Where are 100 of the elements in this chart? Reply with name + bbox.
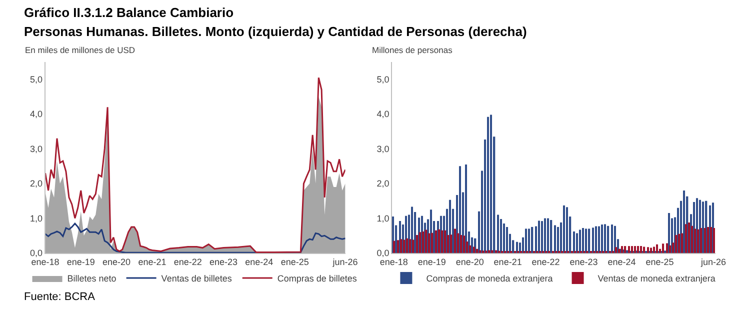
x-tick-label: ene-18 xyxy=(31,256,60,267)
bar xyxy=(621,246,624,253)
bar xyxy=(669,245,672,253)
x-tick-label: ene-24 xyxy=(245,256,274,267)
bar xyxy=(479,250,482,253)
x-tick-label: ene-22 xyxy=(532,256,560,267)
bar xyxy=(487,116,490,253)
bar xyxy=(393,240,396,253)
bar xyxy=(598,226,600,253)
legend-label: Ventas de billetes xyxy=(161,274,232,284)
bar xyxy=(656,244,658,253)
y-tick-label: 5,0 xyxy=(30,74,42,85)
x-tick-label: ene-22 xyxy=(174,256,202,267)
bar xyxy=(601,224,604,253)
bar xyxy=(637,246,640,253)
bar xyxy=(419,232,422,253)
bar xyxy=(704,228,706,253)
y-tick-label: 3,0 xyxy=(30,144,42,154)
bar xyxy=(490,114,492,253)
bar xyxy=(681,233,684,253)
bar xyxy=(412,240,414,253)
legend-label: Ventas de moneda extranjera xyxy=(598,274,716,284)
x-tick-label: ene-25 xyxy=(280,256,309,267)
bar xyxy=(528,228,530,253)
y-axis-title: En miles de millones de USD xyxy=(25,45,136,55)
chart-title: Gráfico II.3.1.2 Balance Cambiario xyxy=(24,5,234,20)
bar xyxy=(488,250,490,253)
bar xyxy=(544,218,546,253)
bar xyxy=(710,226,712,253)
y-tick-label: 2,0 xyxy=(30,178,42,189)
legend-label: Billetes neto xyxy=(67,274,116,284)
bar xyxy=(707,226,710,253)
bar xyxy=(506,226,508,253)
x-tick-label: ene-23 xyxy=(210,256,238,267)
bar xyxy=(607,226,610,253)
bar xyxy=(403,240,406,253)
bar xyxy=(400,239,402,253)
bar xyxy=(435,230,438,253)
bar xyxy=(438,229,440,253)
bar xyxy=(547,218,550,253)
bar xyxy=(444,230,446,253)
bar xyxy=(476,248,478,253)
bar xyxy=(459,166,462,253)
x-tick-label: ene-21 xyxy=(138,256,166,267)
x-tick-label: jun-26 xyxy=(700,256,726,267)
y-tick-label: 2,0 xyxy=(376,178,390,189)
y-tick-label: 4,0 xyxy=(30,109,42,120)
bar xyxy=(465,164,468,253)
x-tick-label: ene-20 xyxy=(102,256,131,267)
x-tick-label: ene-21 xyxy=(494,256,522,267)
x-tick-label: ene-19 xyxy=(418,256,446,267)
bar xyxy=(491,250,494,253)
bar xyxy=(713,228,716,253)
bar xyxy=(460,234,462,253)
bar xyxy=(697,229,700,253)
bar xyxy=(631,246,634,253)
bar xyxy=(550,220,552,253)
bar xyxy=(647,247,650,253)
bar xyxy=(611,224,614,253)
bar xyxy=(525,228,528,253)
bar xyxy=(694,228,696,253)
x-tick-label: ene-18 xyxy=(380,256,408,267)
y-tick-label: 4,0 xyxy=(376,109,390,120)
bar xyxy=(588,228,590,253)
bar xyxy=(573,231,576,253)
bar xyxy=(409,239,412,253)
bar xyxy=(702,202,704,253)
bar xyxy=(397,240,400,253)
bar xyxy=(643,246,646,253)
y-axis-title: Millones de personas xyxy=(372,45,452,55)
bar xyxy=(624,246,626,253)
bar xyxy=(516,242,518,253)
source-note: Fuente: BCRA xyxy=(24,291,96,303)
bar xyxy=(416,234,418,253)
x-tick-label: ene-25 xyxy=(646,256,674,267)
bar xyxy=(592,228,594,253)
bar xyxy=(640,246,642,253)
x-tick-label: ene-20 xyxy=(456,256,484,267)
bar xyxy=(650,248,652,253)
bar xyxy=(406,238,408,253)
bar xyxy=(691,226,694,253)
bar xyxy=(497,214,500,253)
bar xyxy=(628,246,630,253)
y-tick-label: 0,0 xyxy=(376,248,390,258)
bar xyxy=(538,220,540,253)
bar xyxy=(554,225,556,253)
bar xyxy=(685,224,688,253)
bar xyxy=(675,234,678,253)
bar xyxy=(503,223,506,253)
bar xyxy=(473,246,476,253)
x-tick-label: ene-24 xyxy=(608,256,636,267)
bar xyxy=(666,243,668,253)
bar xyxy=(626,250,628,253)
bar xyxy=(700,228,702,253)
bar xyxy=(683,190,686,253)
y-tick-label: 1,0 xyxy=(30,213,42,224)
bar xyxy=(422,231,424,253)
bar xyxy=(469,245,472,253)
legend-label: Compras de moneda extranjera xyxy=(426,274,553,284)
bar xyxy=(541,221,544,253)
